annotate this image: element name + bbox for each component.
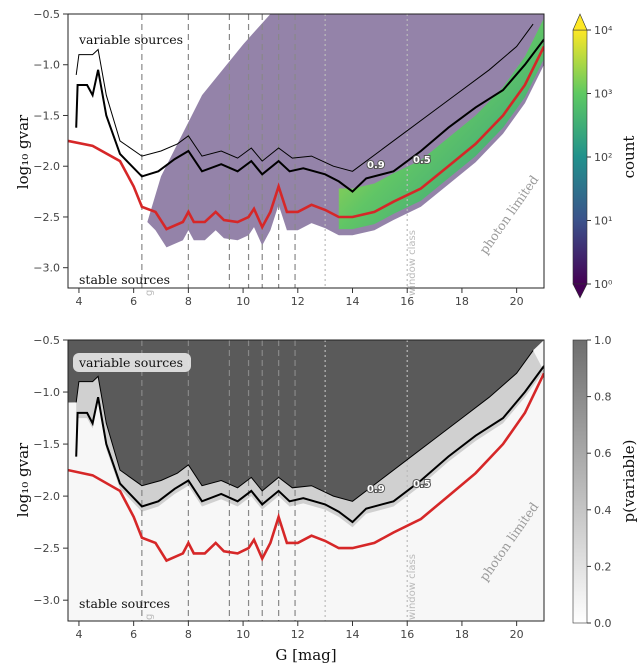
y-tick-label: −1.0: [33, 59, 60, 72]
top-contour-0.5: [75, 38, 544, 193]
x-tick-label: 12: [291, 295, 305, 308]
top-frame: [67, 13, 545, 289]
bottom-colorbar: 0.0 0.2 0.4 0.6 0.8 1.0 p(variable): [572, 334, 638, 630]
bottom-x-ticks: 4 6 8 10 12 14 16 18 20: [75, 621, 524, 641]
bottom-variable-label-box: [73, 353, 191, 372]
x-tick-label: 20: [510, 628, 524, 641]
colorbar-tick-label: 0.2: [594, 560, 612, 573]
x-tick-label: 14: [346, 628, 360, 641]
x-tick-label: 18: [455, 628, 469, 641]
y-tick-label: −1.5: [33, 438, 60, 451]
x-tick-label: 12: [291, 628, 305, 641]
bottom-colorbar-label: p(variable): [620, 440, 638, 523]
top-colorbar-max-arrow: [572, 13, 588, 31]
top-contour-label-0.5: 0.5: [413, 155, 431, 166]
x-tick-label: 10: [236, 295, 250, 308]
top-panel: 4 6 8 10 12 14 16 18 20 −3.0 −2.5 −2.0 −1.5 −1.0 −0.5…: [14, 8, 638, 308]
x-tick-label: 16: [400, 295, 414, 308]
colorbar-tick-label: 10¹: [594, 215, 612, 228]
x-tick-label: 8: [185, 295, 192, 308]
y-tick-label: −0.5: [33, 8, 60, 21]
top-threshold-curve: [68, 45, 544, 231]
x-tick-label: 16: [400, 628, 414, 641]
bottom-panel: 4 6 8 10 12 14 16 18 20 −3.0 −2.5 −2.0 −1.5 −1.0 −0.5…: [14, 334, 638, 664]
bottom-contour-label-0.5: 0.5: [413, 479, 431, 490]
bottom-y-axis-label: log₁₀ gvar: [14, 442, 32, 517]
bottom-g-label: g: [144, 614, 155, 620]
colorbar-tick-label: 10⁰: [594, 278, 613, 291]
y-tick-label: −1.0: [33, 386, 60, 399]
top-colorbar-ticks: 10⁰ 10¹ 10² 10³ 10⁴: [587, 24, 613, 291]
top-colorbar-min-arrow: [572, 283, 588, 299]
colorbar-tick-label: 0.8: [594, 391, 612, 404]
x-tick-label: 6: [130, 628, 137, 641]
y-tick-label: −3.0: [33, 594, 60, 607]
y-tick-label: −1.5: [33, 109, 60, 122]
bottom-vertical-lines: [141, 340, 408, 621]
colorbar-tick-label: 10³: [594, 88, 612, 101]
bottom-threshold-curve: [68, 372, 544, 563]
bottom-window-label: window class: [407, 554, 418, 620]
x-tick-label: 6: [130, 295, 137, 308]
top-colorbar-bar: [572, 29, 588, 285]
bottom-colorbar-ticks: 0.0 0.2 0.4 0.6 0.8 1.0: [587, 334, 612, 630]
top-y-axis-label: log₁₀ gvar: [14, 114, 32, 189]
bottom-variable-label: variable sources: [78, 355, 183, 370]
bottom-stable-label: stable sources: [79, 596, 170, 611]
bottom-frame: [67, 339, 545, 622]
top-variable-label: variable sources: [78, 32, 183, 47]
bottom-probability-transition: [76, 350, 544, 528]
colorbar-tick-label: 10²: [594, 151, 612, 164]
x-tick-label: 8: [185, 628, 192, 641]
top-stable-label: stable sources: [79, 272, 170, 287]
colorbar-tick-label: 1.0: [594, 334, 612, 347]
x-tick-label: 4: [75, 628, 82, 641]
y-tick-label: −3.0: [33, 262, 60, 275]
top-density-band: [338, 18, 544, 230]
top-g-label: g: [144, 290, 155, 296]
y-tick-label: −2.5: [33, 542, 60, 555]
top-contour-label-0.9: 0.9: [367, 160, 385, 171]
top-colorbar-label: count: [620, 136, 638, 179]
top-contour-0.9: [75, 23, 534, 172]
x-tick-label: 10: [236, 628, 250, 641]
bottom-colorbar-bar: [572, 339, 588, 624]
x-tick-label: 14: [346, 295, 360, 308]
bottom-contour-0.9: [75, 350, 534, 502]
y-tick-label: −2.5: [33, 211, 60, 224]
y-tick-label: −2.0: [33, 490, 60, 503]
bottom-contour-0.5: [75, 365, 544, 524]
x-tick-label: 4: [75, 295, 82, 308]
bottom-y-ticks: −3.0 −2.5 −2.0 −1.5 −1.0 −0.5: [33, 334, 68, 607]
colorbar-tick-label: 0.6: [594, 447, 612, 460]
y-tick-label: −0.5: [33, 334, 60, 347]
top-scatter-cloud: [147, 14, 544, 248]
colorbar-tick-label: 10⁴: [594, 24, 613, 37]
x-tick-label: 20: [510, 295, 524, 308]
top-vertical-lines: [141, 14, 408, 288]
top-x-ticks: 4 6 8 10 12 14 16 18 20: [75, 288, 524, 308]
y-tick-label: −2.0: [33, 160, 60, 173]
bottom-probability-field: [68, 340, 544, 502]
top-colorbar: 10⁰ 10¹ 10² 10³ 10⁴ count: [572, 13, 638, 299]
x-axis-label: G [mag]: [275, 646, 336, 664]
colorbar-tick-label: 0.4: [594, 504, 612, 517]
top-window-label: window class: [407, 230, 418, 296]
x-tick-label: 18: [455, 295, 469, 308]
top-y-ticks: −3.0 −2.5 −2.0 −1.5 −1.0 −0.5: [33, 8, 68, 275]
colorbar-tick-label: 0.0: [594, 617, 612, 630]
bottom-contour-label-0.9: 0.9: [367, 484, 385, 495]
